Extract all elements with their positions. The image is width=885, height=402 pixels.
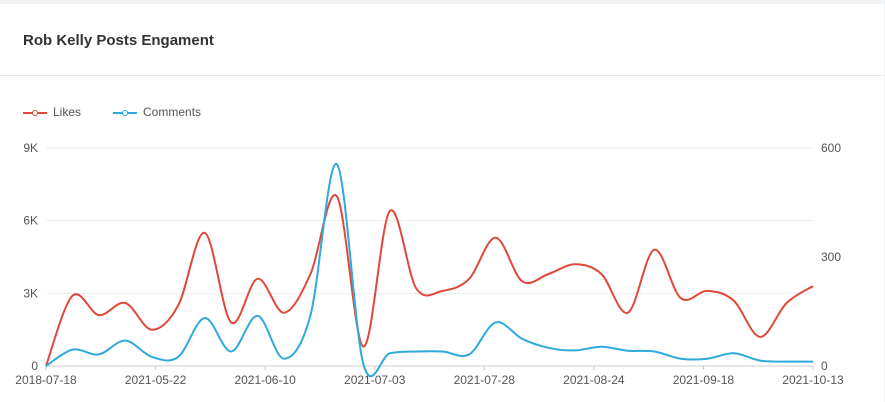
y-axis-left: 0 3K 6K 9K xyxy=(23,141,38,373)
series-line-comments xyxy=(45,163,814,378)
y-left-tick-label: 3K xyxy=(23,286,38,300)
chart-title: Rob Kelly Posts Engament xyxy=(23,31,214,49)
y-left-tick-label: 6K xyxy=(23,214,38,228)
x-tick-label: 2021-09-18 xyxy=(673,373,735,387)
y-right-tick-label: 600 xyxy=(821,141,841,155)
x-tick-label: 2021-08-24 xyxy=(563,373,625,387)
y-axis-right: 0 300 600 xyxy=(821,141,841,373)
y-left-tick-label: 9K xyxy=(23,141,38,155)
legend-label-likes: Likes xyxy=(53,105,82,119)
legend-label-comments: Comments xyxy=(143,105,202,119)
card-header: Rob Kelly Posts Engament xyxy=(0,4,884,76)
legend-swatch-likes xyxy=(23,105,47,119)
y-right-tick-label: 0 xyxy=(821,359,828,373)
x-tick-label: 2021-05-22 xyxy=(125,373,187,387)
y-right-tick-label: 300 xyxy=(821,250,841,264)
x-tick-label: 2021-07-28 xyxy=(454,373,516,387)
legend-item-comments[interactable]: Comments xyxy=(113,105,201,119)
x-tick-label: 2018-07-18 xyxy=(15,373,77,387)
legend-item-likes[interactable]: Likes xyxy=(23,105,81,119)
x-tick-label: 2021-07-03 xyxy=(344,373,406,387)
x-tick-label: 2021-10-13 xyxy=(782,373,844,387)
series-line-likes xyxy=(45,194,814,367)
legend-swatch-comments xyxy=(113,105,138,119)
grid-lines xyxy=(46,147,813,367)
x-axis: 2018-07-18 2021-05-22 2021-06-10 2021-07-03… xyxy=(15,366,844,387)
x-tick-label: 2021-06-10 xyxy=(234,373,296,387)
series-lines xyxy=(45,163,814,378)
chart-legend: Likes Comments xyxy=(23,105,233,119)
y-left-tick-label: 0 xyxy=(31,359,38,373)
chart-card: Rob Kelly Posts Engament Likes Comments xyxy=(0,4,884,402)
